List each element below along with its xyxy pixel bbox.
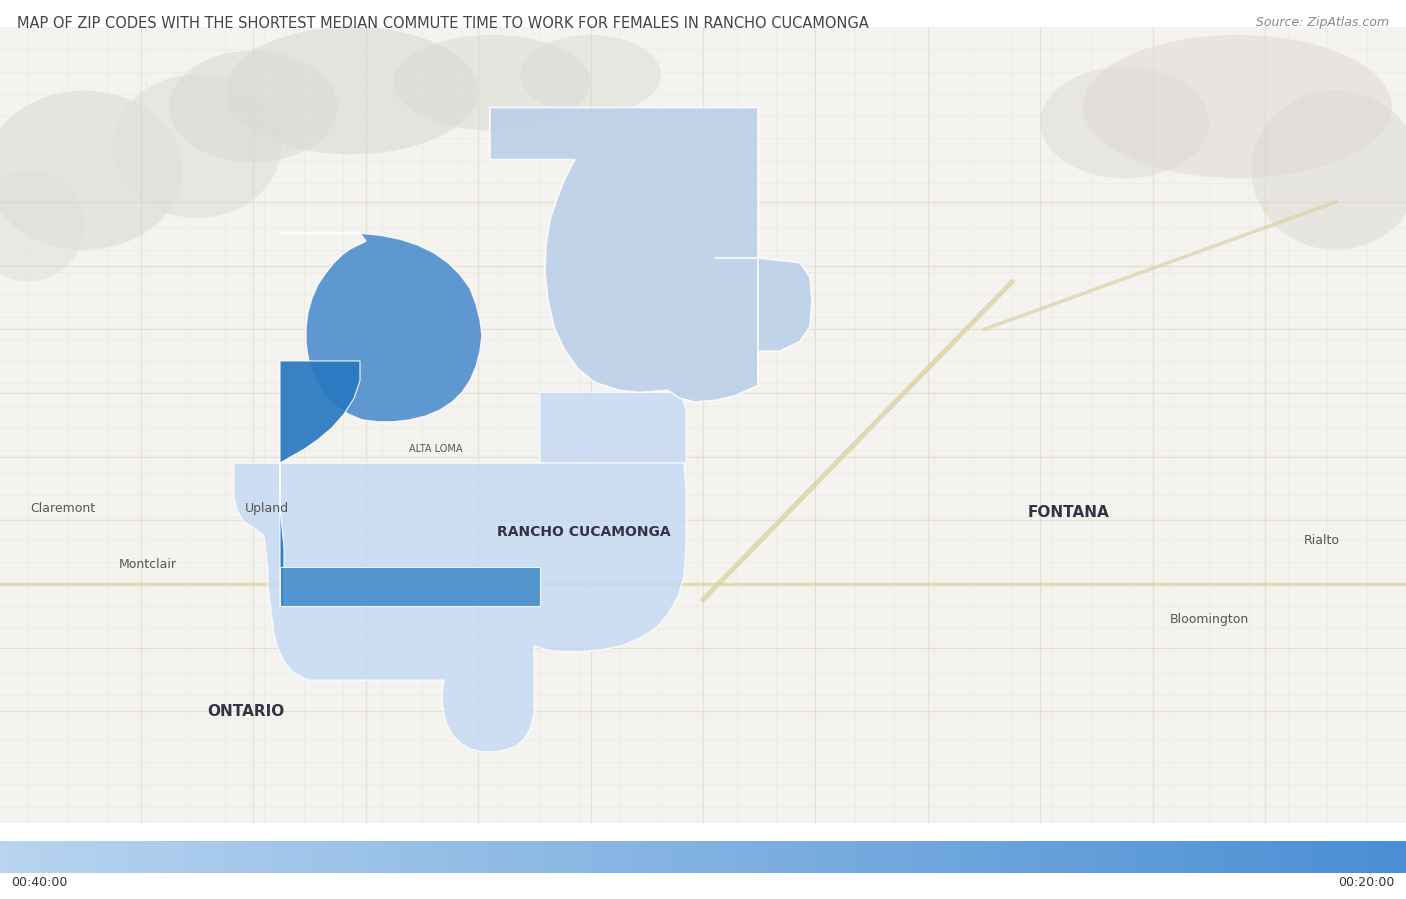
Text: Claremont: Claremont [31,502,96,515]
Text: 00:20:00: 00:20:00 [1339,877,1395,889]
Polygon shape [491,108,758,402]
Text: Montclair: Montclair [118,557,177,571]
Text: RANCHO CUCAMONGA: RANCHO CUCAMONGA [496,525,671,539]
Text: Rialto: Rialto [1303,534,1340,547]
Text: MAP OF ZIP CODES WITH THE SHORTEST MEDIAN COMMUTE TIME TO WORK FOR FEMALES IN RA: MAP OF ZIP CODES WITH THE SHORTEST MEDIA… [17,16,869,31]
Polygon shape [716,258,813,386]
Ellipse shape [520,35,661,114]
Ellipse shape [0,91,183,250]
Text: 00:40:00: 00:40:00 [11,877,67,889]
Text: Bloomington: Bloomington [1170,613,1249,627]
Polygon shape [540,392,686,463]
Ellipse shape [112,75,281,218]
Text: Source: ZipAtlas.com: Source: ZipAtlas.com [1256,16,1389,29]
Ellipse shape [225,27,478,155]
Text: ONTARIO: ONTARIO [208,704,284,718]
Polygon shape [280,233,482,422]
Text: FONTANA: FONTANA [1028,505,1109,520]
Ellipse shape [1083,35,1392,178]
Ellipse shape [394,35,591,130]
Polygon shape [280,360,360,607]
Ellipse shape [1040,67,1209,178]
Text: Upland: Upland [245,502,290,515]
Ellipse shape [0,170,84,281]
Ellipse shape [169,51,337,162]
Text: ALTA LOMA: ALTA LOMA [409,443,463,454]
Polygon shape [233,463,686,752]
Polygon shape [280,567,540,607]
Ellipse shape [1251,91,1406,250]
